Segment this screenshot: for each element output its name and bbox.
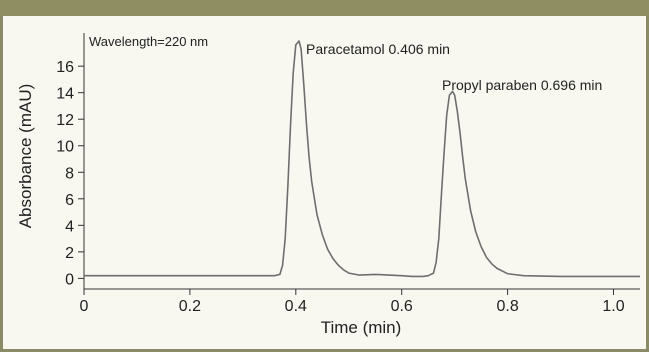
x-axis-label: Time (min) bbox=[321, 318, 402, 337]
x-ticks: 0 0.2 0.4 0.6 0.8 1.0 bbox=[80, 289, 625, 315]
y-tick-label: 12 bbox=[56, 112, 74, 129]
x-tick-label: 0.2 bbox=[179, 298, 201, 315]
y-tick-label: 14 bbox=[56, 86, 74, 103]
x-tick-label: 0.8 bbox=[496, 298, 518, 315]
y-tick-label: 10 bbox=[56, 139, 74, 156]
y-tick-label: 4 bbox=[65, 218, 74, 235]
wavelength-annotation: Wavelength=220 nm bbox=[89, 34, 208, 49]
x-tick-label: 0.4 bbox=[285, 298, 307, 315]
x-tick-label: 0.6 bbox=[391, 298, 413, 315]
x-tick-label: 0 bbox=[80, 298, 89, 315]
y-axis-label: Absorbance (mAU) bbox=[16, 84, 35, 229]
y-ticks: 0 2 4 6 8 10 12 14 16 bbox=[56, 59, 84, 288]
plot-area: 0 0.2 0.4 0.6 0.8 1.0 0 2 4 6 8 10 12 14 16 bbox=[56, 33, 640, 315]
peak-label-propyl-paraben: Propyl paraben 0.696 min bbox=[442, 77, 602, 93]
y-tick-label: 0 bbox=[65, 271, 74, 288]
y-tick-label: 16 bbox=[56, 59, 74, 76]
header-band bbox=[0, 0, 649, 16]
y-tick-label: 6 bbox=[65, 192, 74, 209]
x-tick-label: 1.0 bbox=[602, 298, 624, 315]
chromatogram-trace bbox=[84, 40, 640, 278]
y-tick-label: 8 bbox=[65, 165, 74, 182]
y-tick-label: 2 bbox=[65, 245, 74, 262]
peak-label-paracetamol: Paracetamol 0.406 min bbox=[306, 41, 450, 57]
